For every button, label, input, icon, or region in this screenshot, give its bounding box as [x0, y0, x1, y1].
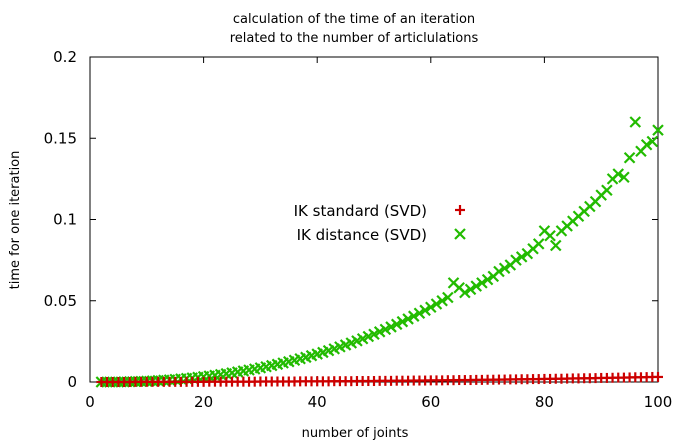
legend-marker-ik-distance	[454, 228, 466, 240]
data-point	[402, 313, 414, 325]
data-point	[515, 251, 528, 263]
data-point	[396, 315, 409, 328]
x-axis-ticks: 0 20 40 60 80 100	[85, 57, 672, 411]
data-point	[601, 184, 613, 197]
legend-symbol	[455, 205, 465, 215]
x-tick-label: 80	[535, 393, 554, 411]
data-point	[430, 298, 443, 310]
x-tick-label: 0	[85, 393, 95, 411]
data-point	[544, 229, 556, 242]
data-point	[498, 262, 511, 275]
data-point	[385, 321, 397, 333]
y-tick-label: 0	[67, 373, 77, 391]
data-point	[618, 171, 630, 184]
data-point	[623, 151, 636, 164]
x-tick-label: 40	[308, 393, 327, 411]
y-tick-label: 0.2	[53, 48, 77, 66]
data-point	[640, 138, 653, 151]
data-point	[407, 310, 420, 322]
y-tick-label: 0.05	[44, 292, 77, 310]
series-layer	[95, 116, 664, 388]
data-point	[464, 283, 477, 296]
chart-title-line-2: related to the number of articlulations	[230, 31, 479, 46]
data-point	[652, 124, 664, 136]
data-point	[532, 238, 545, 250]
x-tick-label: 100	[644, 393, 673, 411]
x-tick-label: 60	[421, 393, 440, 411]
legend-label-ik-distance: IK distance (SVD)	[297, 226, 427, 244]
data-point	[390, 318, 403, 331]
data-point	[653, 371, 663, 382]
data-point	[470, 280, 483, 292]
legend-label-ik-standard: IK standard (SVD)	[294, 202, 427, 220]
data-point	[646, 135, 659, 148]
y-axis-ticks: 0 0.05 0.1 0.15 0.2	[44, 48, 658, 391]
y-tick-label: 0.1	[53, 211, 77, 229]
data-point	[442, 291, 454, 304]
series-ik-standard	[96, 371, 663, 387]
chart-title-line-1: calculation of the time of an iteration	[233, 12, 475, 27]
data-point	[493, 265, 505, 278]
data-point	[413, 307, 426, 320]
legend: IK standard (SVD) IK distance (SVD)	[294, 202, 466, 244]
data-point	[481, 273, 494, 286]
data-point	[629, 116, 642, 128]
data-point	[612, 168, 625, 180]
data-point	[476, 277, 488, 289]
legend-marker-ik-standard	[455, 205, 465, 215]
y-axis-label: time for one iteration	[8, 151, 23, 290]
data-point	[459, 286, 471, 299]
data-point	[419, 304, 431, 317]
x-axis-label: number of joints	[302, 426, 409, 441]
x-tick-label: 20	[194, 393, 213, 411]
y-tick-label: 0.15	[44, 129, 77, 147]
data-point	[425, 301, 437, 314]
data-point	[436, 294, 448, 307]
series-ik-distance	[95, 116, 664, 388]
legend-symbol	[454, 228, 466, 240]
data-point	[510, 254, 522, 266]
data-point	[549, 239, 562, 252]
